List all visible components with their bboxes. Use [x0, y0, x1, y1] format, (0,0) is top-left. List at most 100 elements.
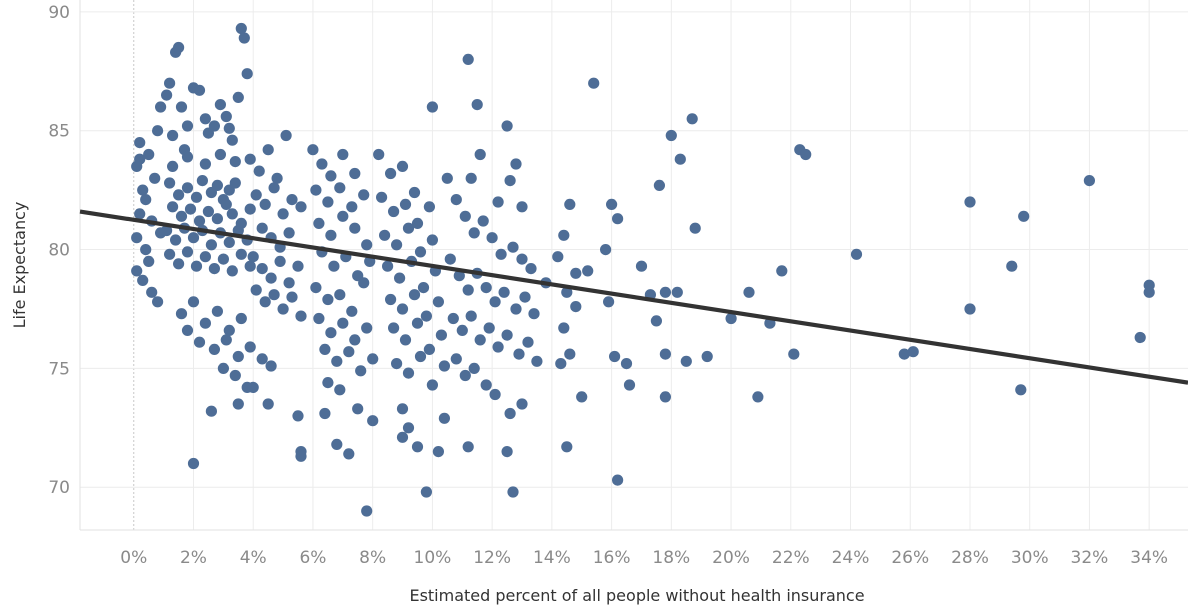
data-point	[396, 403, 409, 415]
data-point	[420, 486, 432, 498]
data-point	[346, 305, 358, 317]
data-point	[396, 160, 409, 172]
data-point	[235, 248, 247, 260]
data-point	[480, 282, 492, 294]
data-point	[358, 189, 370, 201]
data-point	[423, 201, 435, 213]
data-point	[187, 457, 200, 470]
data-point	[167, 160, 179, 172]
data-point	[247, 381, 259, 393]
data-point	[388, 322, 400, 334]
data-point	[140, 244, 152, 256]
data-point	[444, 253, 456, 265]
data-point	[164, 248, 176, 260]
data-point	[1015, 384, 1027, 396]
x-tick-label: 24%	[832, 548, 870, 568]
data-point	[131, 265, 143, 277]
data-point	[489, 296, 501, 308]
data-point	[522, 336, 534, 348]
data-point	[229, 177, 241, 189]
x-tick-label: 16%	[593, 548, 631, 568]
data-point	[134, 137, 146, 149]
data-point	[295, 310, 307, 322]
data-point	[310, 184, 322, 196]
data-point	[283, 227, 295, 239]
data-point	[134, 153, 146, 165]
data-point	[262, 144, 274, 156]
data-point	[199, 317, 211, 329]
data-point	[498, 286, 510, 298]
x-tick-label: 32%	[1071, 548, 1109, 568]
data-point	[202, 205, 214, 218]
data-point	[337, 148, 349, 161]
data-point	[480, 379, 492, 391]
data-point	[609, 350, 621, 363]
data-point	[501, 329, 513, 341]
data-point	[468, 362, 480, 374]
data-point	[355, 365, 367, 377]
data-point	[414, 246, 427, 258]
data-point	[274, 255, 286, 267]
data-point	[256, 353, 268, 365]
data-point	[313, 217, 325, 229]
data-point	[181, 246, 194, 258]
data-point	[173, 189, 185, 201]
data-point	[396, 303, 409, 315]
data-point	[361, 505, 373, 517]
data-point	[217, 362, 229, 374]
data-point	[181, 182, 194, 194]
data-point	[229, 156, 241, 168]
data-point	[382, 260, 394, 272]
data-point	[232, 91, 244, 103]
data-point	[465, 172, 477, 184]
data-point	[337, 210, 349, 222]
data-points	[131, 22, 1155, 517]
data-point	[659, 286, 672, 298]
data-point	[1143, 286, 1155, 298]
data-point	[334, 384, 346, 396]
data-point	[964, 196, 976, 208]
data-point	[612, 474, 624, 486]
y-tick-label: 85	[48, 122, 70, 142]
data-point	[175, 210, 188, 222]
data-point	[555, 358, 567, 370]
data-point	[352, 403, 364, 415]
data-point	[137, 274, 149, 286]
data-point	[271, 172, 283, 184]
data-point	[438, 412, 450, 424]
data-point	[265, 360, 277, 372]
data-point	[453, 270, 465, 282]
data-point	[447, 312, 459, 325]
data-point	[495, 248, 507, 260]
data-point	[516, 201, 528, 213]
data-point	[313, 312, 325, 325]
data-point	[459, 369, 471, 382]
data-point	[161, 89, 173, 101]
data-point	[214, 99, 226, 111]
data-point	[402, 367, 415, 379]
data-point	[531, 355, 543, 367]
data-point	[187, 296, 200, 308]
data-point	[504, 175, 516, 187]
data-point	[462, 53, 474, 65]
data-point	[238, 32, 250, 44]
data-point	[259, 198, 271, 210]
data-point	[349, 167, 361, 180]
data-point	[373, 148, 385, 161]
data-point	[226, 265, 238, 277]
x-tick-label: 20%	[712, 548, 750, 568]
data-point	[268, 289, 280, 301]
data-point	[471, 99, 483, 111]
data-point	[164, 77, 176, 89]
data-point	[292, 410, 304, 422]
x-tick-label: 2%	[180, 548, 207, 568]
data-point	[552, 251, 564, 263]
data-point	[411, 441, 424, 453]
data-point	[131, 232, 143, 244]
data-point	[492, 196, 504, 208]
data-point	[501, 446, 513, 458]
data-point	[426, 234, 438, 246]
data-point	[558, 322, 570, 334]
data-point	[295, 450, 307, 462]
